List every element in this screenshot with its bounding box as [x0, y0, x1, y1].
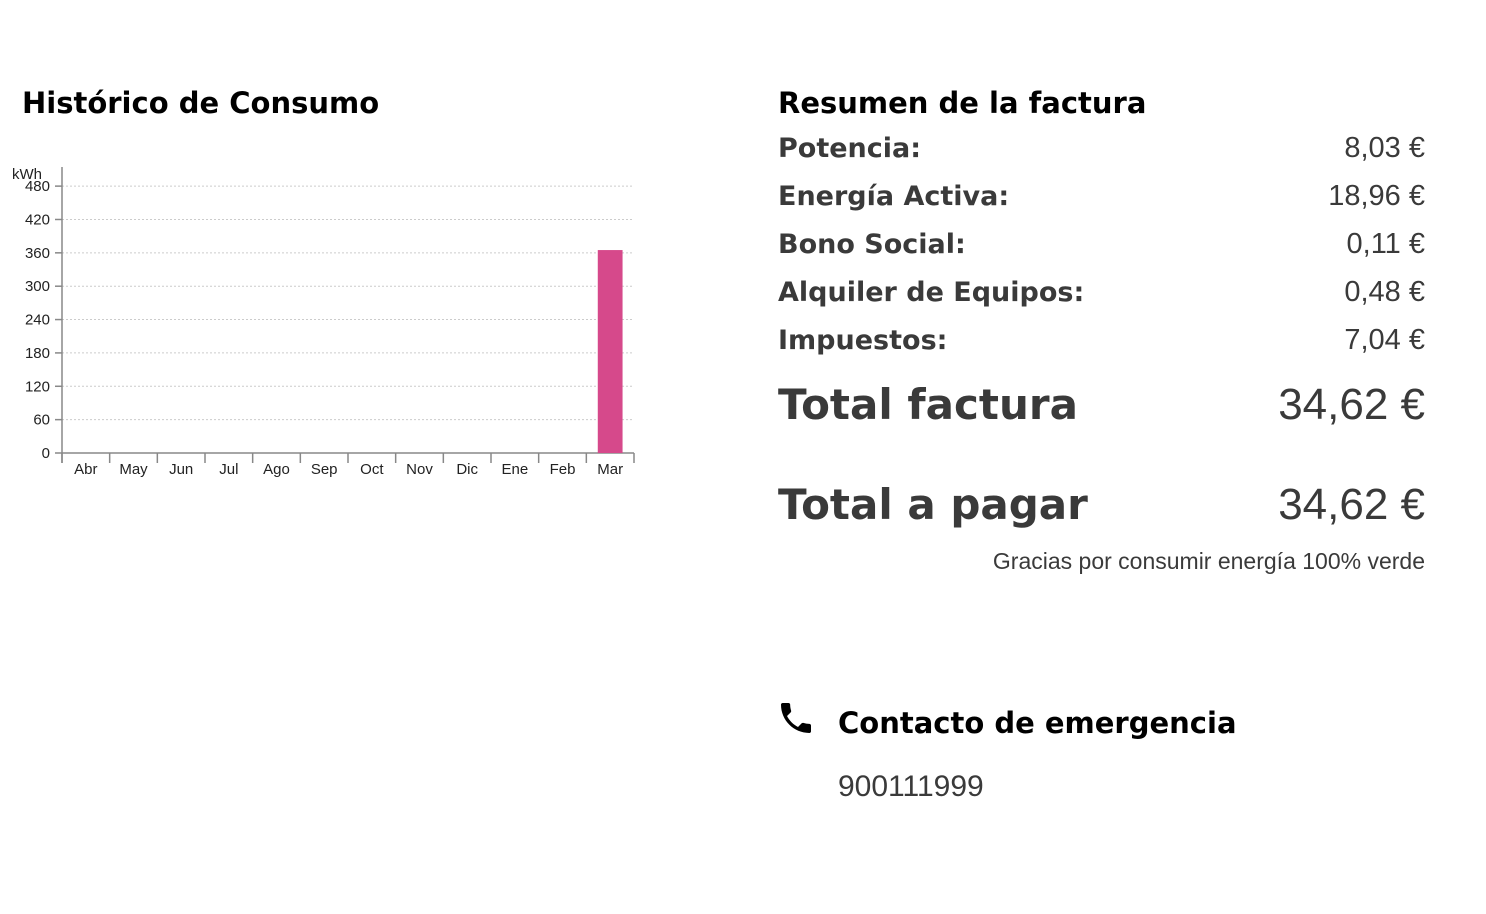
summary-value: 0,11 €	[1346, 228, 1425, 260]
y-tick-label: 360	[25, 245, 50, 262]
bar-mar	[597, 250, 623, 453]
x-tick-label: Ene	[501, 461, 528, 478]
total-factura-label: Total factura	[778, 380, 1078, 429]
emergency-phone-number: 900111999	[838, 770, 984, 803]
x-tick-label: Feb	[550, 461, 576, 478]
resumen-title: Resumen de la factura	[778, 86, 1147, 120]
x-tick-label: Nov	[406, 461, 433, 478]
green-energy-note: Gracias por consumir energía 100% verde	[992, 548, 1425, 574]
summary-label: Impuestos:	[778, 325, 948, 356]
summary-row-potencia: Potencia: 8,03 €	[778, 132, 1425, 180]
consumption-chart-svg: kWh 0 60 120 180 240 300 360 420 480 Abr May Jun Jul A…	[12, 166, 635, 478]
x-tick-label: Dic	[456, 461, 478, 478]
total-pagar-value: 34,62 €	[1278, 480, 1425, 529]
x-tick-label: Jun	[169, 461, 193, 478]
x-tick-label: Jul	[219, 461, 238, 478]
y-tick-label: 60	[33, 412, 50, 429]
x-tick-label: Ago	[263, 461, 290, 478]
phone-icon	[781, 703, 811, 733]
y-tick-label: 300	[25, 278, 50, 295]
summary-row-impuestos: Impuestos: 7,04 €	[778, 324, 1425, 372]
total-pagar-row: Total a pagar 34,62 €	[778, 480, 1425, 546]
y-tick-label: 480	[25, 178, 50, 195]
x-tick-label: Abr	[74, 461, 97, 478]
summary-row-energia-activa: Energía Activa: 18,96 €	[778, 180, 1425, 228]
historico-title: Histórico de Consumo	[22, 86, 380, 120]
summary-label: Energía Activa:	[778, 181, 1010, 212]
summary-label: Potencia:	[778, 133, 922, 164]
summary-value: 7,04 €	[1344, 324, 1425, 356]
summary-row-bono-social: Bono Social: 0,11 €	[778, 228, 1425, 276]
invoice-summary: Resumen de la factura Potencia: 8,03 € E…	[778, 86, 1425, 575]
x-tick-label: Oct	[360, 461, 384, 478]
summary-label: Alquiler de Equipos:	[778, 277, 1085, 308]
emergency-contact: Contacto de emergencia 900111999	[776, 698, 1376, 818]
y-tick-label: 420	[25, 211, 50, 228]
emergency-contact-title: Contacto de emergencia	[838, 706, 1237, 740]
y-axis-unit-label: kWh	[12, 166, 42, 183]
y-tick-label: 240	[25, 312, 50, 329]
summary-row-alquiler-equipos: Alquiler de Equipos: 0,48 €	[778, 276, 1425, 324]
x-tick-label: May	[119, 461, 148, 478]
total-factura-value: 34,62 €	[1278, 380, 1425, 429]
summary-value: 0,48 €	[1344, 276, 1425, 308]
y-tick-label: 180	[25, 345, 50, 362]
consumption-chart: kWh 0 60 120 180 240 300 360 420 480 Abr May Jun Jul A…	[0, 155, 660, 495]
y-tick-label: 0	[42, 445, 50, 462]
x-tick-label: Mar	[597, 461, 623, 478]
total-pagar-label: Total a pagar	[778, 480, 1088, 529]
summary-value: 18,96 €	[1328, 180, 1425, 212]
summary-label: Bono Social:	[778, 229, 966, 260]
total-factura-row: Total factura 34,62 €	[778, 380, 1425, 446]
x-tick-label: Sep	[311, 461, 338, 478]
y-tick-label: 120	[25, 378, 50, 395]
summary-value: 8,03 €	[1344, 132, 1425, 164]
